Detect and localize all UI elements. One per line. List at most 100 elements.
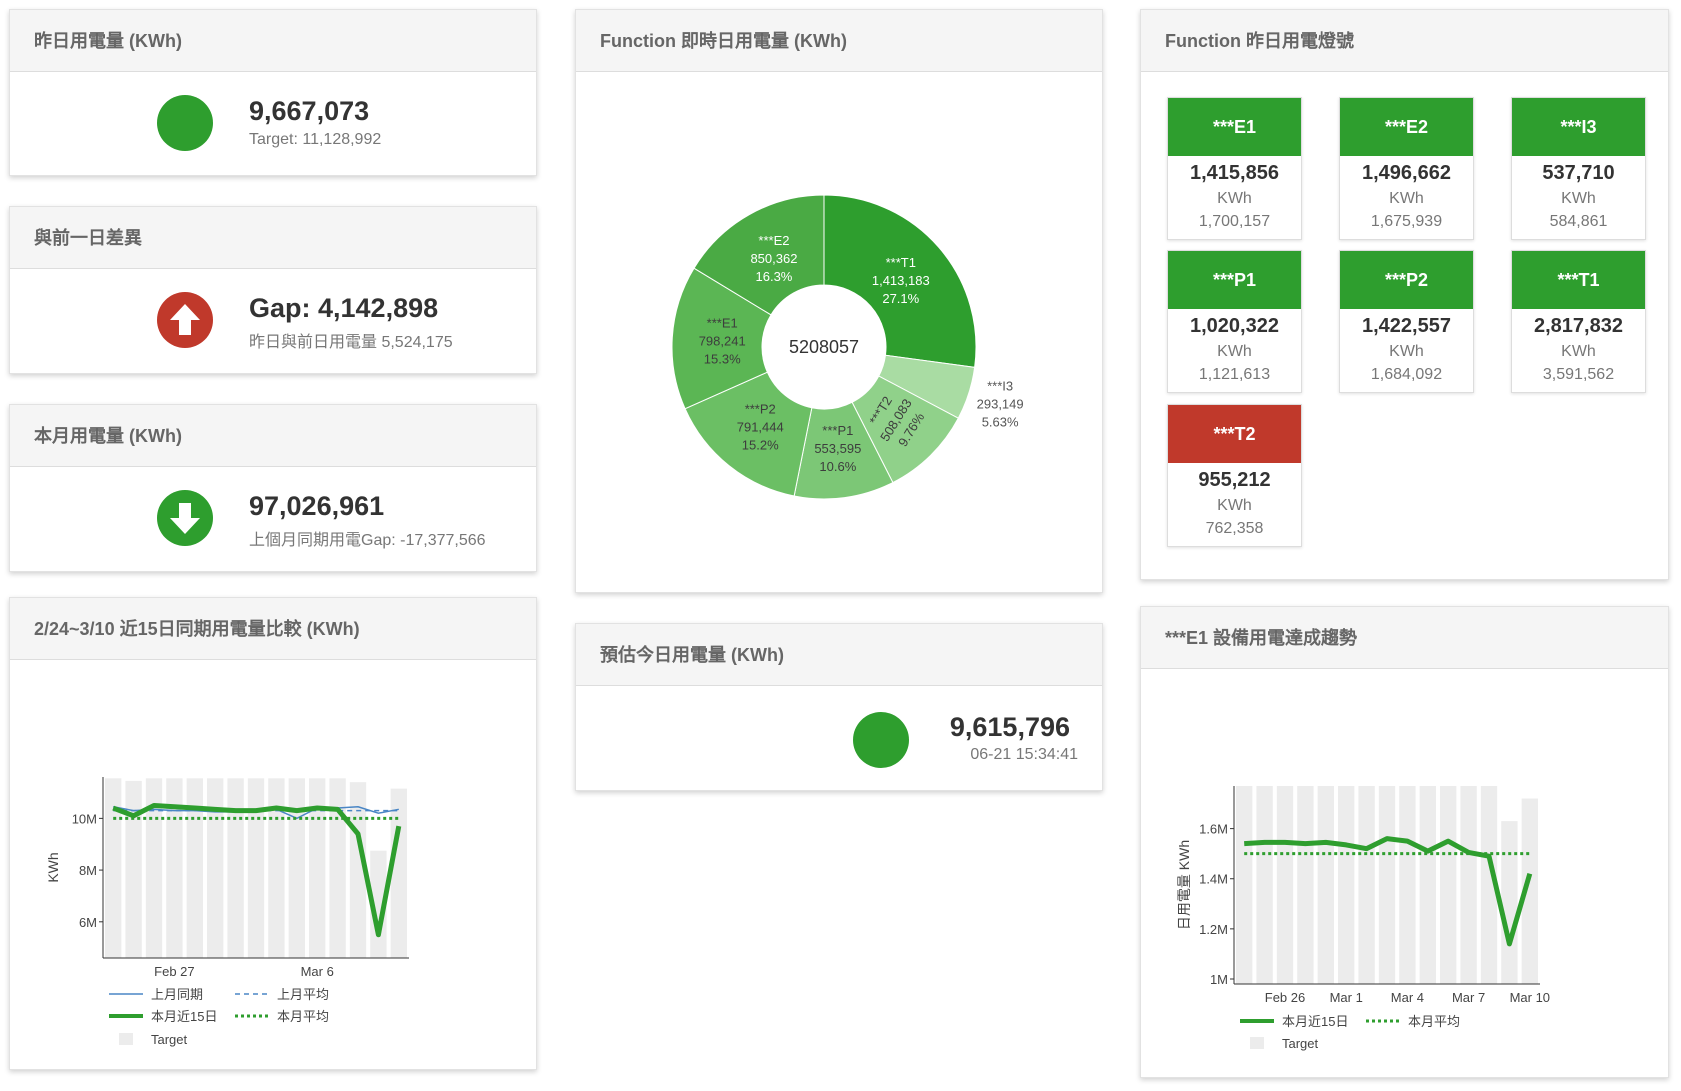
slice-value-labels: 791,444 bbox=[737, 420, 784, 435]
target-bar bbox=[268, 778, 285, 958]
target-bar bbox=[1480, 786, 1498, 984]
lamp-tile: ***P2 1,422,557 KWh 1,684,092 bbox=[1339, 250, 1474, 393]
donut-slice bbox=[684, 371, 813, 497]
target-bar bbox=[1399, 786, 1416, 984]
lamp-name: ***I3 bbox=[1512, 98, 1645, 156]
slice-percent-labels: 15.3% bbox=[704, 352, 741, 367]
target-bar bbox=[1358, 786, 1375, 984]
target-bar bbox=[329, 778, 346, 958]
lamp-tile: ***T2 955,212 KWh 762,358 bbox=[1167, 404, 1302, 547]
target-bar bbox=[1276, 786, 1294, 984]
target-bar bbox=[390, 788, 407, 958]
donut-slice bbox=[823, 194, 977, 368]
series-line bbox=[1244, 836, 1533, 947]
lamp-value: 537,710 bbox=[1542, 162, 1615, 184]
y-tick-label: 1M bbox=[1210, 972, 1228, 987]
legend-label: Target bbox=[1282, 1036, 1319, 1051]
down-icon bbox=[157, 490, 213, 546]
legend-label: 本月平均 bbox=[277, 1009, 329, 1024]
panel: 與前一日差異 Gap: 4,142,898 昨日與前日用電量 5,524,175 bbox=[9, 206, 537, 374]
lamp-target: 1,684,092 bbox=[1370, 366, 1443, 383]
legend-label: 本月平均 bbox=[1408, 1014, 1460, 1029]
y-tick-label: 8M bbox=[79, 863, 97, 878]
lamp-target: 3,591,562 bbox=[1542, 366, 1615, 383]
slice-label: ***E2 850,362 16.3% bbox=[750, 233, 797, 284]
x-tick-label: Feb 26 bbox=[1265, 990, 1305, 1005]
line-chart: 1M 1.2M 1.4M 1.6M Feb 26 Mar 1 Mar 4 Mar 7 Mar 1… bbox=[1176, 786, 1550, 1051]
target-bar bbox=[288, 778, 305, 958]
target-bar bbox=[1256, 786, 1273, 984]
target-bar bbox=[207, 778, 224, 958]
panel: 本月用電量 (KWh) 97,026,961 上個月同期用電Gap: -17,3… bbox=[9, 404, 537, 572]
slice-categories: ***E2 bbox=[758, 233, 789, 248]
x-tick-label: Mar 7 bbox=[1452, 990, 1485, 1005]
target-bar bbox=[309, 778, 326, 958]
panel-title: Function 昨日用電燈號 bbox=[1141, 10, 1668, 72]
legend-label: Target bbox=[151, 1032, 188, 1047]
lamp-value: 955,212 bbox=[1198, 469, 1271, 491]
legend-swatch bbox=[119, 1033, 133, 1045]
panel: 昨日用電量 (KWh) 9,667,073 Target: 11,128,992 bbox=[9, 9, 537, 176]
value: Gap: 4,142,898 bbox=[249, 293, 439, 323]
lamp-name: ***T1 bbox=[1512, 251, 1645, 309]
x-tick-label: Mar 10 bbox=[1510, 990, 1550, 1005]
legend-label: 本月近15日 bbox=[1282, 1014, 1348, 1029]
lamp-value: 2,817,832 bbox=[1534, 315, 1623, 337]
target-bar bbox=[1297, 786, 1314, 984]
target-bar bbox=[1521, 798, 1538, 984]
slice-label: ***T1 1,413,183 27.1% bbox=[872, 255, 930, 306]
target-bar bbox=[247, 778, 265, 958]
lamp-name: ***E1 bbox=[1168, 98, 1301, 156]
lamp-value: 1,020,322 bbox=[1190, 315, 1279, 337]
target-bar bbox=[166, 778, 183, 958]
donut-slice bbox=[671, 267, 772, 410]
panel-title: 預估今日用電量 (KWh) bbox=[576, 624, 1102, 686]
lamp-target: 1,675,939 bbox=[1370, 213, 1443, 230]
legend-label: 上月平均 bbox=[277, 987, 329, 1002]
donut-center-label: 5208057 bbox=[789, 337, 859, 357]
panel-title: Function 即時日用電量 (KWh) bbox=[576, 10, 1102, 72]
lamp-unit: KWh bbox=[1389, 190, 1424, 207]
target-bar bbox=[1460, 786, 1477, 984]
legend-swatch bbox=[1250, 1037, 1264, 1049]
panel: ***E1 設備用電達成趨勢 1M 1.2M 1.4M 1.6M Feb 26 Mar 1… bbox=[1140, 606, 1669, 1078]
slice-categories: ***T1 bbox=[886, 255, 916, 270]
y-tick-label: 6M bbox=[79, 915, 97, 930]
y-tick-label: 1.6M bbox=[1199, 822, 1228, 837]
panel-title: 昨日用電量 (KWh) bbox=[10, 10, 536, 72]
timestamp: 06-21 15:34:41 bbox=[970, 746, 1078, 763]
panel-title: 本月用電量 (KWh) bbox=[10, 405, 536, 467]
slice-value-labels: 1,413,183 bbox=[872, 273, 930, 288]
target-bar bbox=[105, 778, 122, 958]
panel: 預估今日用電量 (KWh) 9,615,796 06-21 15:34:41 bbox=[575, 623, 1103, 791]
lamp-tile: ***E1 1,415,856 KWh 1,700,157 bbox=[1167, 97, 1302, 240]
slice-percent-labels: 15.2% bbox=[742, 438, 779, 453]
x-tick-label: Feb 27 bbox=[154, 964, 194, 979]
target-bar bbox=[1501, 821, 1518, 984]
lamp-tile: ***I3 537,710 KWh 584,861 bbox=[1511, 97, 1646, 240]
target-bar bbox=[145, 778, 163, 958]
target-bar bbox=[186, 778, 203, 958]
target-bar bbox=[125, 780, 142, 958]
slice-categories: ***I3 bbox=[987, 379, 1013, 394]
slice-value-labels: 798,241 bbox=[699, 334, 746, 349]
slice-value-labels: 553,595 bbox=[814, 441, 861, 456]
lamp-tile: ***T1 2,817,832 KWh 3,591,562 bbox=[1511, 250, 1646, 393]
slice-percent-labels: 5.63% bbox=[982, 415, 1019, 430]
lamp-target: 584,861 bbox=[1549, 213, 1608, 230]
value: 97,026,961 bbox=[249, 491, 385, 521]
lamp-unit: KWh bbox=[1217, 343, 1252, 360]
lamp-target: 1,121,613 bbox=[1198, 366, 1271, 383]
lamp-name: ***E2 bbox=[1340, 98, 1473, 156]
x-tick-label: Mar 6 bbox=[301, 964, 334, 979]
slice-label: ***P2 791,444 15.2% bbox=[737, 402, 784, 453]
subtext: 上個月同期用電Gap: -17,377,566 bbox=[249, 532, 486, 549]
slice-label: ***E1 798,241 15.3% bbox=[699, 316, 746, 367]
donut-slice bbox=[693, 194, 825, 316]
lamp-name: ***T2 bbox=[1168, 405, 1301, 463]
x-tick-label: Mar 4 bbox=[1391, 990, 1424, 1005]
lamp-value: 1,496,662 bbox=[1362, 162, 1451, 184]
slice-categories: ***E1 bbox=[707, 316, 738, 331]
lamp-unit: KWh bbox=[1217, 497, 1252, 514]
slice-label: ***P1 553,595 10.6% bbox=[814, 423, 861, 474]
